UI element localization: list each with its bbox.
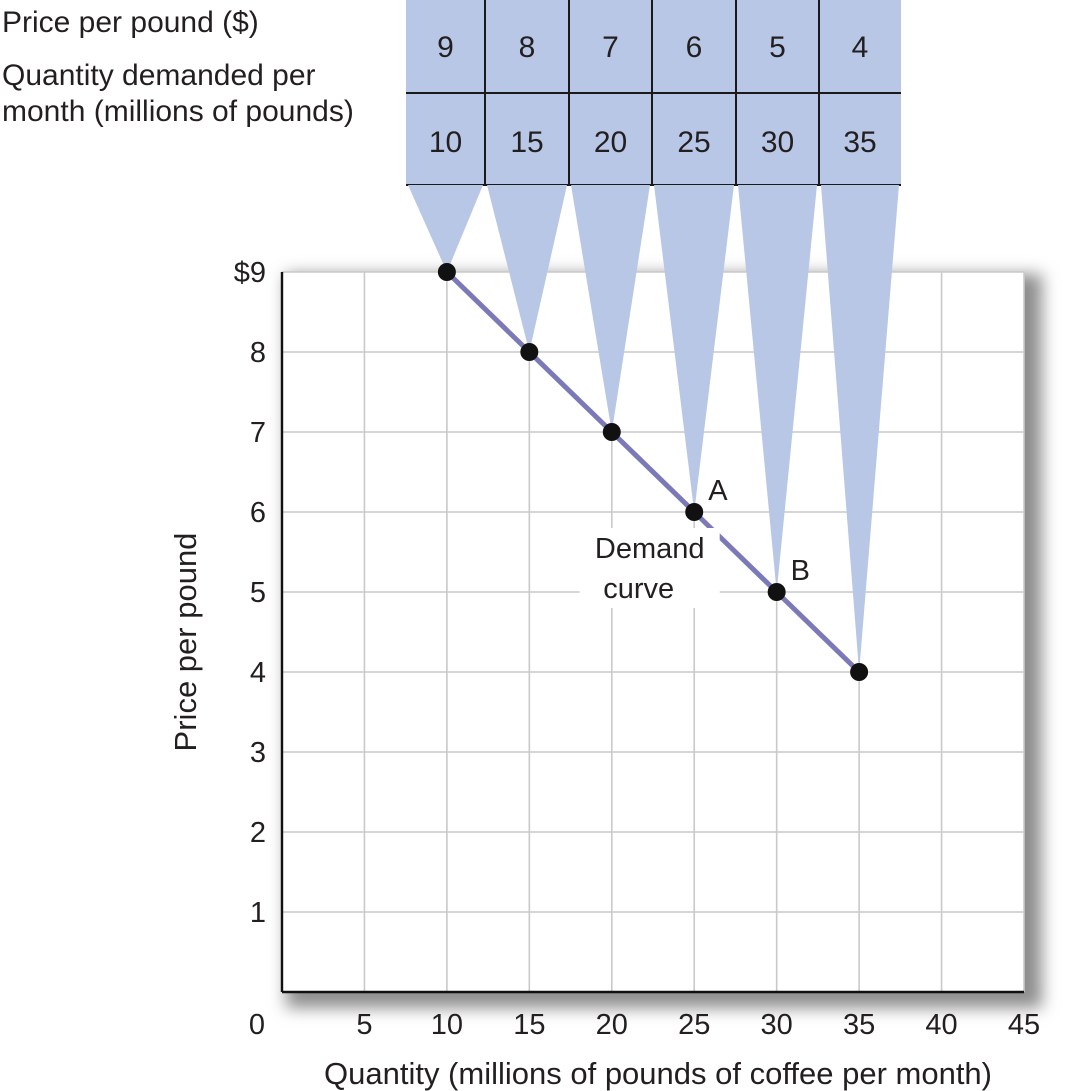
x-tick-label: 5 [356,1009,372,1041]
y-tick-label: 6 [250,497,266,529]
table-price-cell: 7 [602,31,619,64]
table-to-point-arrow [408,185,483,272]
data-point [437,263,456,281]
table-price-cell: 5 [769,31,786,64]
table-quantity-cell: 10 [429,126,462,159]
y-tick-label: $9 [234,257,266,289]
curve-label-line1: Demand [595,533,705,565]
x-tick-label: 45 [1008,1009,1040,1041]
plot-area [282,272,1024,992]
x-axis-title: Quantity (millions of pounds of coffee p… [324,1056,992,1091]
table-quantity-cell: 30 [761,126,794,159]
table-quantity-cell: 25 [677,126,710,159]
x-tick-label: 20 [596,1009,628,1041]
data-point [520,343,539,361]
price-row-label: Price per pound ($) [2,6,259,39]
table-to-point-arrow [487,185,567,352]
data-point [602,423,621,441]
table-to-point-arrow [738,185,817,592]
table-price-cell: 4 [852,31,869,64]
table-to-point-arrow [571,185,650,432]
x-tick-label: 35 [843,1009,875,1041]
y-tick-label: 3 [250,737,266,769]
y-tick-label: 7 [250,417,266,449]
table-price-cell: 8 [519,31,536,64]
curve-label-line2: curve [603,573,674,605]
table-to-point-arrow [654,185,734,512]
y-tick-label: 5 [250,577,266,609]
table-quantity-cell: 20 [594,126,627,159]
demand-curve-line [445,270,861,674]
data-point [767,583,786,601]
x-tick-label: 15 [513,1009,545,1041]
data-point [685,503,704,521]
table-price-cell: 6 [686,31,703,64]
y-tick-label: 8 [250,337,266,369]
table-quantity-cell: 35 [843,126,876,159]
x-tick-label: 10 [431,1009,463,1041]
point-annotation: A [708,475,728,507]
y-tick-label: 1 [250,897,266,929]
quantity-row-label-line2: month (millions of pounds) [2,95,354,128]
data-point [850,663,869,681]
x-tick-label: 25 [678,1009,710,1041]
table-price-cell: 9 [437,31,454,64]
point-annotation: B [791,555,810,587]
x-tick-label: 40 [925,1009,957,1041]
table-to-point-arrow [821,185,899,672]
y-axis-title: Price per pound [168,533,203,752]
y-tick-label: 4 [250,657,266,689]
x-tick-label: 0 [249,1009,265,1041]
quantity-row-label-line1: Quantity demanded per [2,59,316,92]
x-tick-label: 30 [761,1009,793,1041]
y-tick-label: 2 [250,817,266,849]
table-quantity-cell: 15 [510,126,543,159]
curve-label-background [579,528,720,608]
